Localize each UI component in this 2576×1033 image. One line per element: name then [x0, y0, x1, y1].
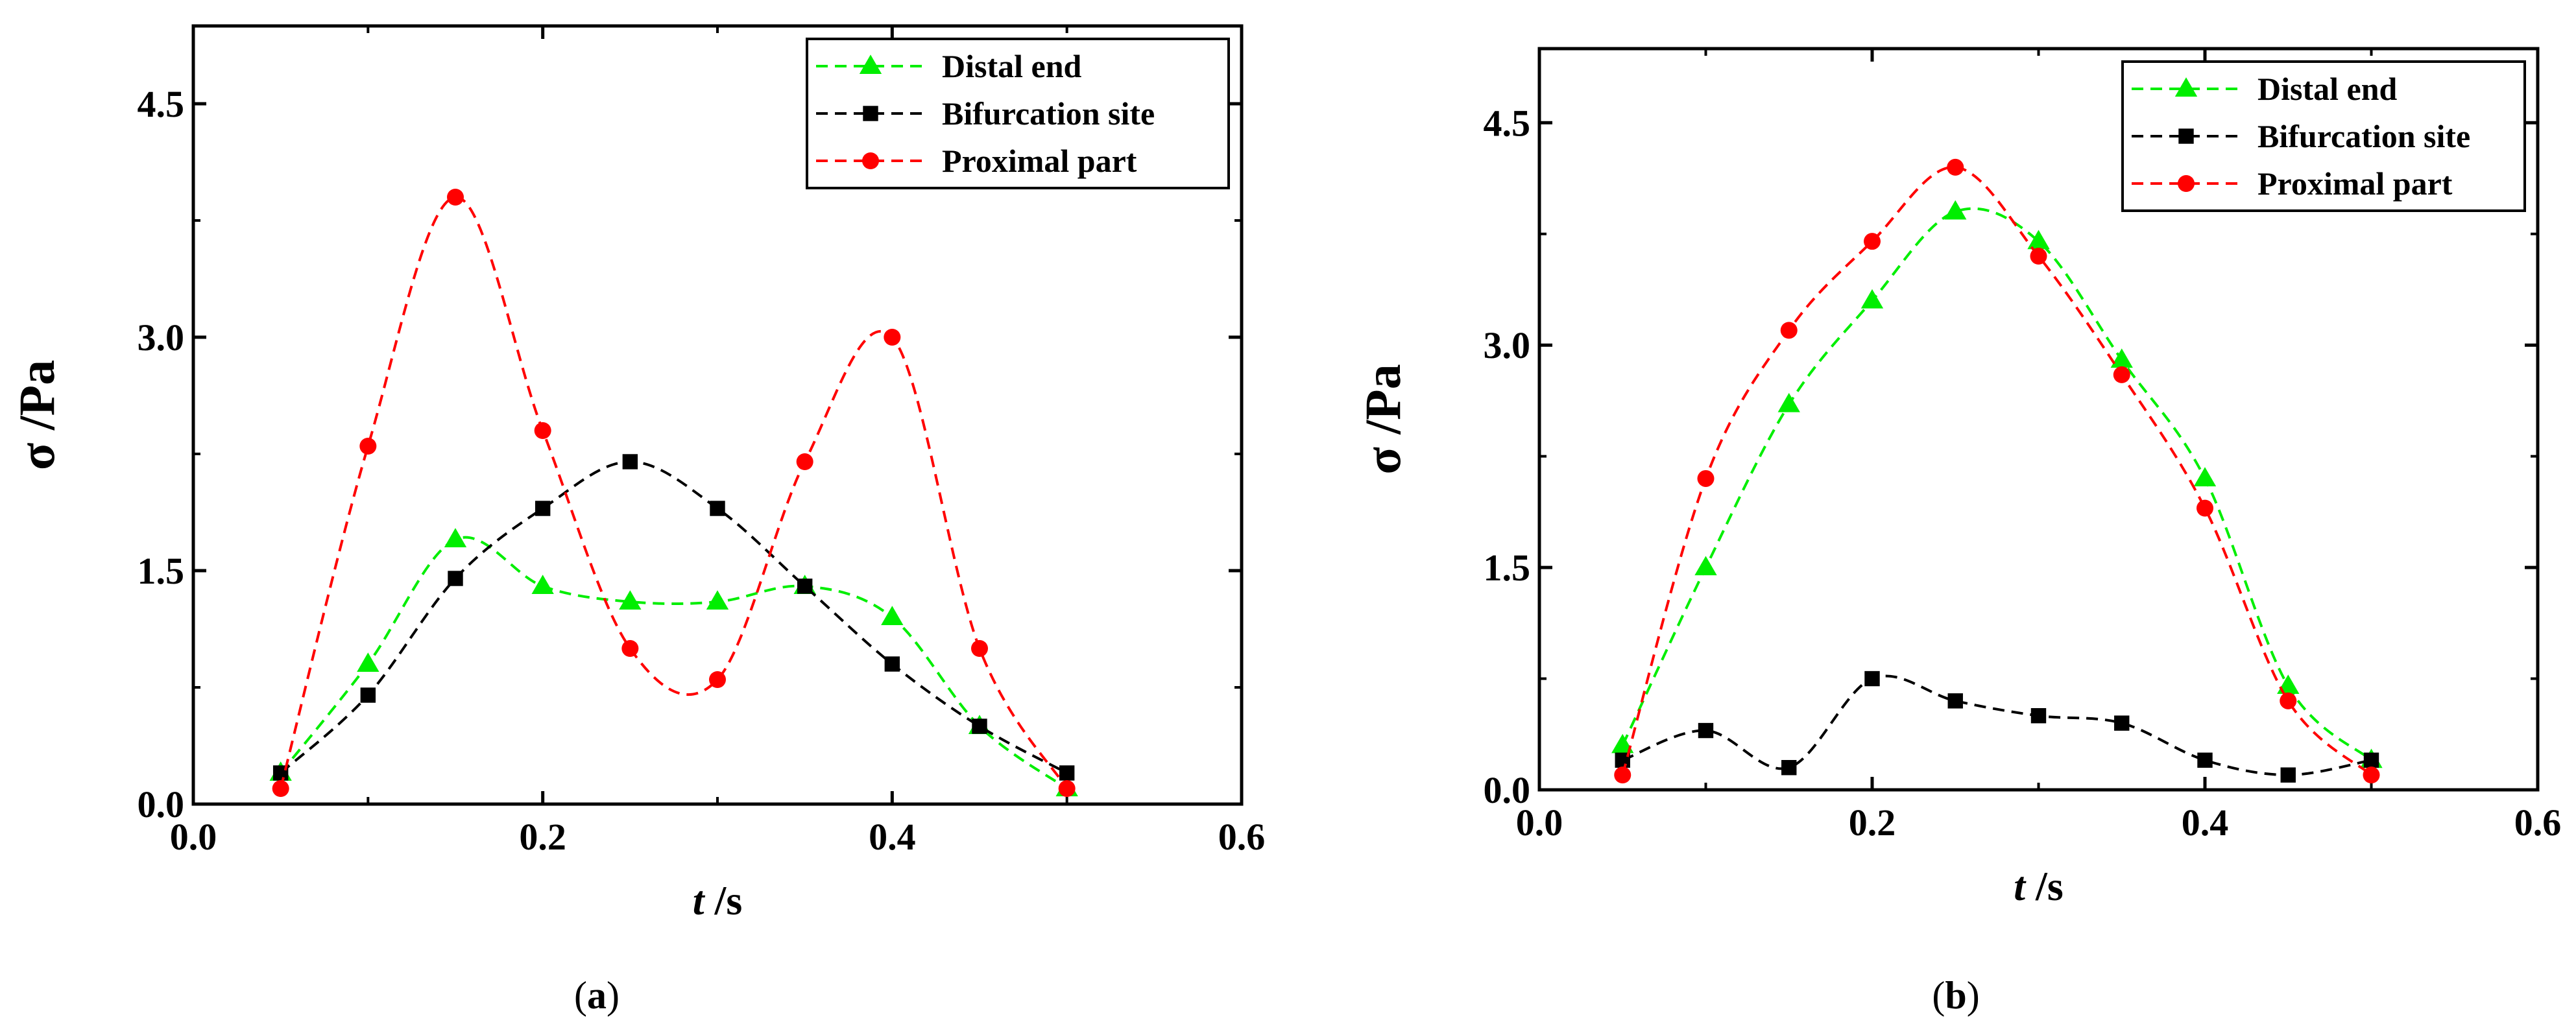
data-point: [2193, 467, 2217, 486]
legend-label: Bifurcation site: [942, 95, 1155, 132]
data-point: [357, 652, 379, 672]
x-tick-label: 0.2: [1849, 801, 1896, 844]
data-point: [2110, 348, 2133, 368]
data-point: [1059, 765, 1075, 781]
data-point: [971, 640, 988, 657]
x-tick-label: 0.6: [2514, 801, 2562, 844]
data-point: [2197, 499, 2213, 517]
series-fit-line-3: [279, 195, 1068, 790]
data-point: [2363, 752, 2379, 768]
data-point: [360, 687, 376, 703]
data-point: [2363, 766, 2380, 784]
legend: Distal end Bifurcation site Proximal part: [806, 38, 1230, 189]
data-point: [1860, 289, 1884, 309]
data-point: [1864, 233, 1881, 250]
data-point: [710, 501, 725, 516]
legend: Distal end Bifurcation site Proximal part: [2121, 60, 2526, 212]
data-point: [2280, 692, 2297, 709]
data-point: [2197, 752, 2213, 768]
data-point: [2113, 366, 2130, 383]
legend-marker: [2174, 77, 2198, 97]
y-tick-label: 4.5: [1484, 102, 1531, 144]
legend-marker: [862, 152, 879, 169]
chart-panel-b: 0.0 0.2 0.4 0.6 0.0 1.5 3.0 4.5 t /s σ /Pa Distal …: [1354, 47, 2562, 1017]
data-point: [884, 656, 900, 672]
panel-caption: (a): [574, 974, 620, 1017]
data-point: [272, 780, 289, 797]
data-point: [619, 590, 642, 610]
legend-marker: [2178, 175, 2195, 192]
y-tick-label: 0.0: [1484, 769, 1531, 811]
data-point: [1944, 200, 1967, 220]
x-tick-label: 0.4: [2182, 801, 2229, 844]
data-point: [796, 453, 813, 470]
data-point: [1947, 693, 1963, 709]
series-fit-line-1: [280, 536, 1068, 790]
data-point: [531, 575, 554, 595]
x-axis-label: t /s: [2014, 863, 2063, 909]
x-tick-label: 0.6: [1218, 816, 1266, 858]
series-fit-line-3: [1621, 165, 2372, 776]
data-point: [447, 189, 464, 206]
series-fit-line-1: [1621, 207, 2372, 761]
y-tick-label: 1.5: [1484, 547, 1531, 589]
series-fit-line-2: [1622, 674, 2372, 777]
data-point: [1697, 469, 1715, 487]
data-point: [2280, 767, 2296, 783]
x-tick-label: 0.0: [170, 816, 217, 858]
y-tick-label: 4.5: [138, 83, 185, 125]
data-point: [2030, 248, 2047, 265]
data-point: [1864, 671, 1880, 687]
data-point: [797, 578, 813, 594]
legend-label: Distal end: [2257, 71, 2398, 107]
y-axis-label: σ /Pa: [8, 360, 65, 470]
data-point: [972, 718, 987, 734]
data-point: [622, 454, 638, 469]
y-tick-label: 0.0: [138, 783, 185, 825]
data-point: [359, 438, 377, 455]
data-point: [2030, 708, 2047, 724]
chart-panel-a: 0.0 0.2 0.4 0.6 0.0 1.5 3.0 4.5 t /s σ /Pa Distal …: [8, 24, 1266, 1017]
legend-marker: [2178, 128, 2194, 144]
data-point: [2277, 674, 2300, 694]
data-point: [1947, 158, 1964, 176]
data-point: [1611, 733, 1634, 754]
data-point: [881, 606, 904, 626]
data-point: [1614, 766, 1631, 784]
data-point: [1777, 392, 1800, 412]
data-point: [444, 528, 467, 548]
data-point: [1694, 556, 1717, 576]
y-tick-label: 1.5: [138, 550, 185, 592]
data-point: [709, 671, 726, 688]
data-point: [534, 422, 551, 439]
legend-marker: [863, 106, 878, 121]
series-fit-line-2: [280, 460, 1068, 774]
data-point: [448, 571, 463, 586]
panel-caption: (b): [1932, 974, 1979, 1017]
x-axis-label: t /s: [693, 877, 742, 923]
x-tick-label: 0.2: [519, 816, 566, 858]
x-tick-label: 0.0: [1516, 801, 1563, 844]
y-tick-label: 3.0: [1484, 324, 1531, 366]
data-point: [621, 640, 639, 657]
data-point: [884, 329, 901, 346]
data-point: [706, 590, 729, 610]
data-point: [2114, 715, 2130, 731]
y-tick-label: 3.0: [138, 316, 185, 359]
legend-label: Distal end: [942, 48, 1082, 84]
data-point: [1780, 322, 1798, 339]
legend-label: Bifurcation site: [2257, 118, 2470, 154]
data-point: [1698, 722, 1714, 739]
data-point: [1781, 760, 1797, 776]
data-point: [2027, 230, 2050, 250]
legend-label: Proximal part: [942, 143, 1137, 179]
legend-marker: [859, 54, 882, 75]
y-axis-label: σ /Pa: [1354, 364, 1411, 474]
x-tick-label: 0.4: [869, 816, 916, 858]
data-point: [1058, 780, 1076, 797]
legend-label: Proximal part: [2257, 165, 2453, 202]
data-point: [535, 501, 551, 516]
